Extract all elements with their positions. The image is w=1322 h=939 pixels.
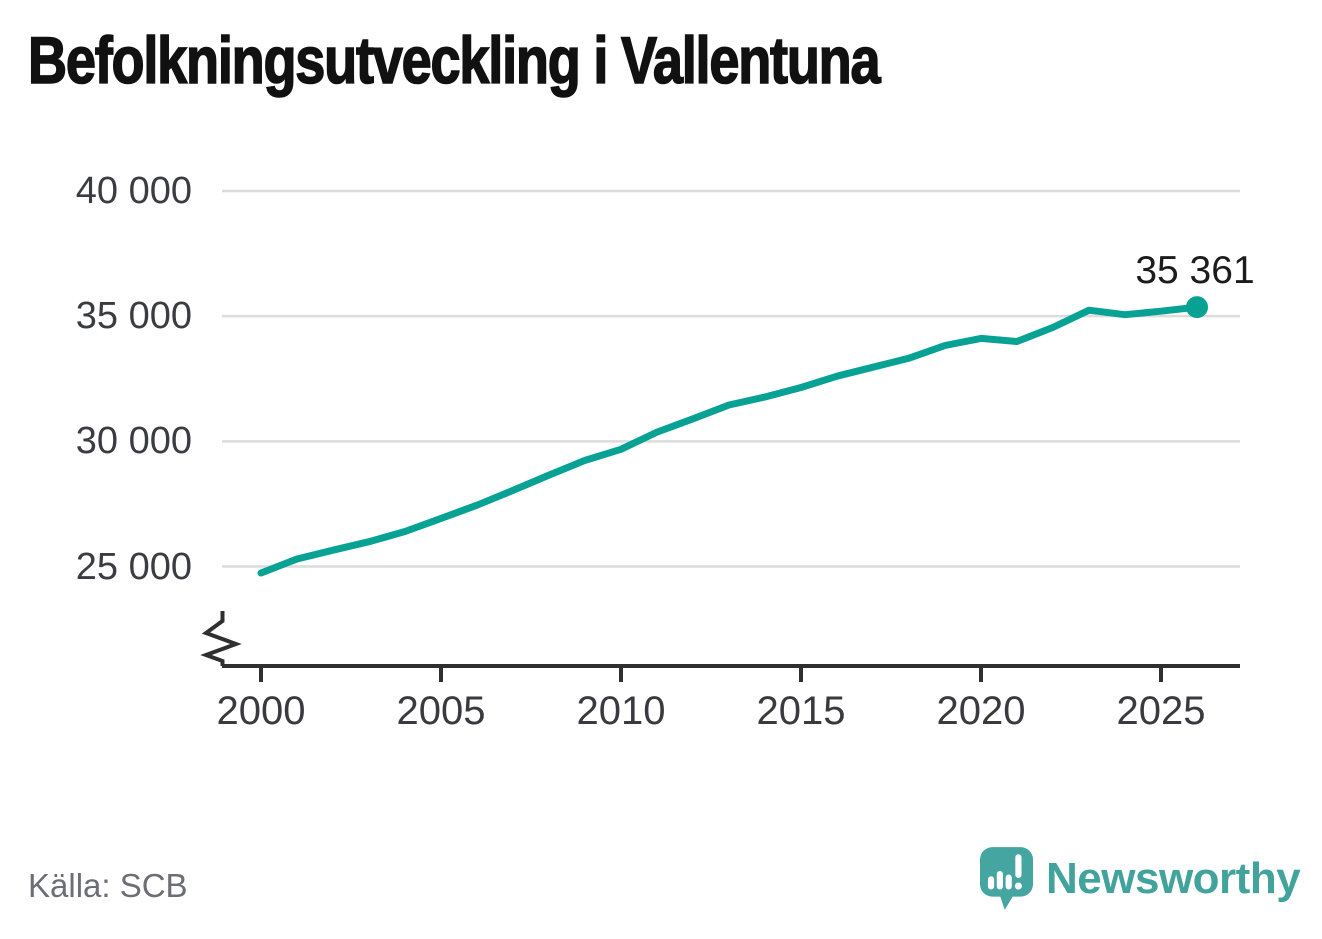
y-tick-label: 25 000 bbox=[75, 546, 192, 588]
newsworthy-wordmark: Newsworthy bbox=[1046, 853, 1301, 903]
x-tick-label: 2020 bbox=[936, 689, 1026, 733]
x-tick-label: 2010 bbox=[576, 689, 666, 733]
y-tick-label: 40 000 bbox=[75, 170, 192, 212]
axis-break-icon bbox=[200, 611, 242, 666]
end-point-marker bbox=[1186, 296, 1208, 319]
newsworthy-speech-bubble-bar-chart-icon bbox=[980, 847, 1033, 910]
population-line bbox=[257, 303, 1201, 577]
y-tick-label: 30 000 bbox=[75, 420, 192, 462]
x-tick-label: 2025 bbox=[1116, 689, 1206, 733]
x-tick-label: 2015 bbox=[756, 689, 846, 733]
x-tick-label: 2000 bbox=[216, 689, 306, 733]
end-value-label: 35 361 bbox=[1135, 249, 1255, 292]
newsworthy-logo: Newsworthy bbox=[980, 847, 1301, 910]
y-tick-label: 35 000 bbox=[75, 295, 192, 337]
chart-title: Befolkningsutveckling i Vallentuna bbox=[27, 22, 881, 98]
x-tick-label: 2005 bbox=[396, 689, 486, 733]
source-caption: Källa: SCB bbox=[28, 867, 188, 904]
